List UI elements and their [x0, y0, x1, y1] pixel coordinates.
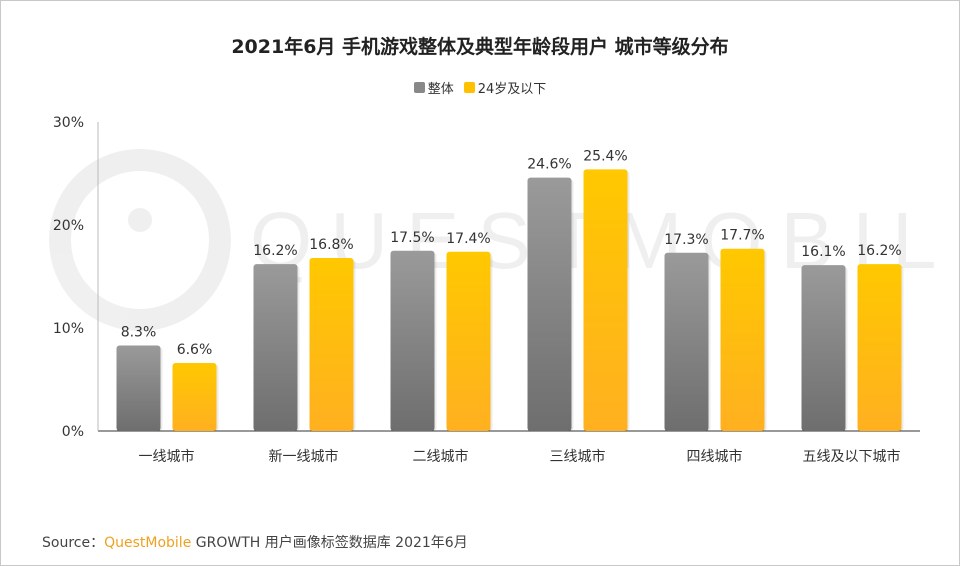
legend-item-under24: 24岁及以下	[463, 78, 547, 97]
x-tick-label: 新一线城市	[269, 448, 339, 465]
x-tick-label: 三线城市	[550, 448, 606, 465]
bar	[664, 252, 709, 431]
data-label: 16.2%	[253, 243, 297, 259]
y-tick-label: 0%	[62, 424, 84, 440]
data-label: 17.3%	[664, 232, 708, 248]
data-label: 8.3%	[121, 325, 157, 341]
bar	[857, 264, 902, 431]
legend: 整体 24岁及以下	[0, 78, 960, 97]
data-label: 17.5%	[390, 230, 434, 246]
data-label: 16.1%	[801, 244, 845, 260]
bar	[116, 345, 161, 431]
bar	[720, 248, 765, 431]
chart-title: 2021年6月 手机游戏整体及典型年龄段用户 城市等级分布	[231, 36, 729, 58]
bar	[253, 264, 298, 431]
x-tick-label: 五线及以下城市	[803, 448, 901, 465]
source-prefix: Source：	[42, 535, 105, 551]
y-tick-label: 30%	[53, 115, 84, 131]
x-tick-label: 一线城市	[139, 448, 195, 465]
y-tick-label: 20%	[53, 218, 84, 234]
bar	[390, 250, 435, 431]
data-label: 25.4%	[583, 148, 627, 164]
legend-swatch	[413, 82, 425, 93]
bar	[583, 169, 628, 431]
data-label: 6.6%	[177, 342, 213, 358]
source-note: Source：QuestMobile GROWTH 用户画像标签数据库 2021…	[42, 532, 468, 552]
legend-item-overall: 整体	[413, 78, 454, 97]
bar	[801, 265, 846, 431]
bar	[446, 251, 491, 431]
x-tick-label: 二线城市	[413, 448, 469, 465]
data-label: 16.2%	[857, 243, 901, 259]
legend-label: 24岁及以下	[477, 82, 547, 97]
legend-swatch	[463, 82, 475, 93]
data-label: 24.6%	[527, 157, 571, 173]
source-brand: QuestMobile	[104, 535, 192, 551]
data-label: 17.4%	[446, 231, 490, 247]
bar	[309, 257, 354, 431]
bar	[527, 177, 572, 431]
source-text: GROWTH 用户画像标签数据库 2021年6月	[191, 535, 468, 551]
data-label: 17.7%	[720, 228, 764, 244]
bar	[172, 363, 217, 431]
x-tick-label: 四线城市	[687, 448, 743, 465]
data-label: 16.8%	[309, 237, 353, 253]
y-tick-label: 10%	[53, 321, 84, 337]
legend-label: 整体	[427, 82, 454, 97]
